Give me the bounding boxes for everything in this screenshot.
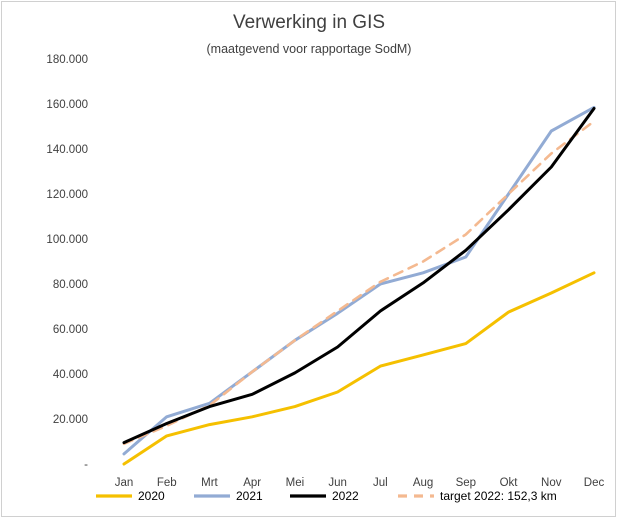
x-tick-label: Nov: [541, 477, 562, 489]
x-tick-label: Jul: [373, 477, 388, 489]
x-tick-label: Aug: [413, 477, 433, 489]
series-line-2022: [122, 107, 596, 445]
chart-subtitle: (maatgevend voor rapportage SodM): [207, 42, 412, 56]
x-tick-label: Jan: [115, 477, 134, 489]
legend-label: target 2022: 152,3 km: [440, 489, 557, 503]
y-tick-label: 160.000: [46, 99, 88, 111]
x-tick-label: Jun: [328, 477, 347, 489]
y-tick-label: 100.000: [46, 234, 88, 246]
y-tick-label: 140.000: [46, 144, 88, 156]
chart-title: Verwerking in GIS: [233, 12, 385, 33]
y-tick-label: 120.000: [46, 189, 88, 201]
x-tick-label: Dec: [584, 477, 605, 489]
x-tick-label: Mei: [286, 477, 305, 489]
y-tick-label: 60.000: [53, 324, 88, 336]
y-tick-label: 180.000: [46, 54, 88, 66]
x-tick-label: Okt: [500, 477, 519, 489]
y-tick-label: 40.000: [53, 369, 88, 381]
x-tick-label: Feb: [157, 477, 177, 489]
y-tick-label: 20.000: [53, 414, 88, 426]
series-line-2020: [122, 271, 596, 466]
y-tick-label: 80.000: [53, 279, 88, 291]
x-tick-label: Sep: [456, 477, 476, 489]
y-tick-label: -: [84, 459, 88, 471]
legend-label: 2020: [138, 489, 165, 503]
legend-label: 2022: [332, 489, 359, 503]
x-tick-label: Apr: [243, 477, 261, 489]
series-line-2021: [122, 105, 596, 456]
legend-label: 2021: [236, 489, 263, 503]
x-tick-label: Mrt: [201, 477, 218, 489]
